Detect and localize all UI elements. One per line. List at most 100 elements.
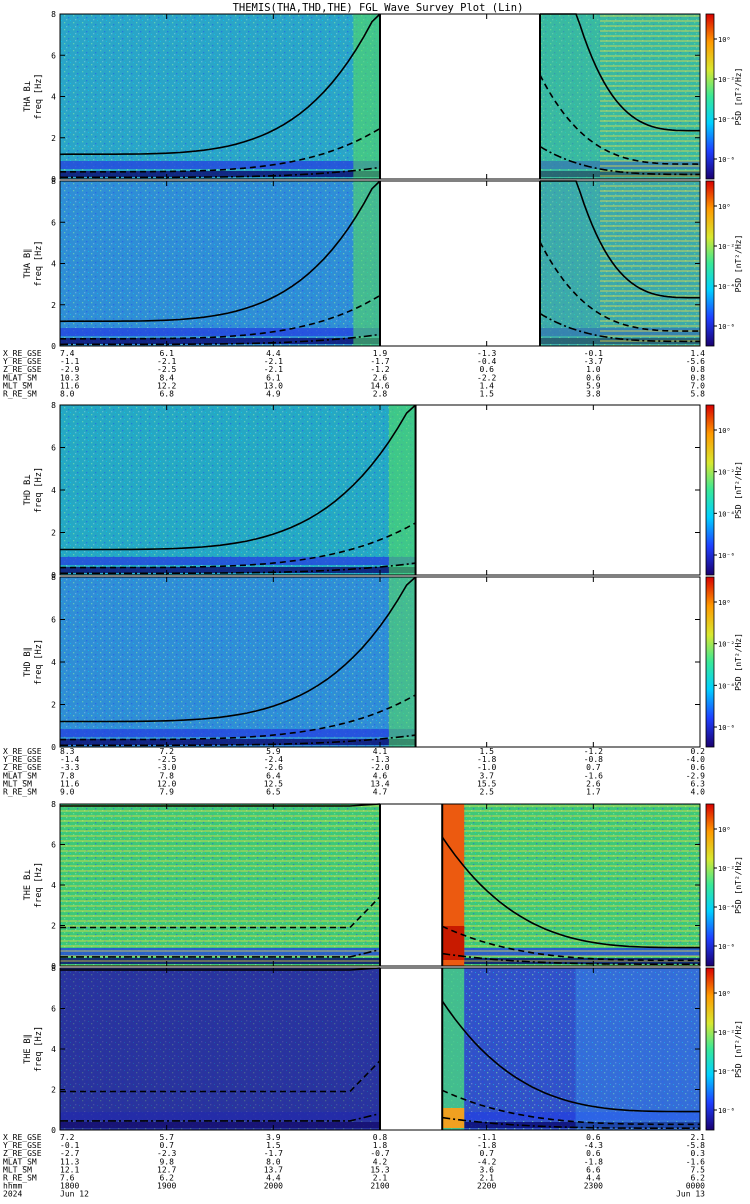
ephemeris-value: -1.6 bbox=[584, 771, 603, 780]
colorbar-tick-label: 10⁻² bbox=[718, 865, 735, 873]
ephemeris-value: 6.6 bbox=[586, 1165, 601, 1174]
ephemeris-value: -2.3 bbox=[157, 1149, 176, 1158]
helium-gyrofrequency-curve-right bbox=[539, 241, 700, 332]
y-axis-label-line: freq [Hz] bbox=[34, 1026, 44, 1072]
ephemeris-value: 1.4 bbox=[479, 381, 494, 390]
ephemeris-value: 6.1 bbox=[159, 349, 174, 358]
ephemeris-value: 8.0 bbox=[266, 1157, 281, 1166]
colorbar-tick-label: 10⁻⁶ bbox=[718, 1107, 735, 1115]
colorbar-tick-label: 10⁻⁶ bbox=[718, 943, 735, 951]
helium-gyrofrequency-curve bbox=[60, 896, 381, 929]
ephemeris-value: 13.4 bbox=[370, 779, 389, 788]
y-tick-label: 0 bbox=[51, 571, 56, 580]
colorbar bbox=[705, 576, 715, 748]
ephemeris-value: 1.5 bbox=[479, 390, 494, 399]
ephemeris-value: 1.0 bbox=[586, 365, 601, 374]
ephemeris-value: -2.9 bbox=[60, 365, 79, 374]
ephemeris-value: 13.0 bbox=[264, 381, 283, 390]
ephemeris-value: -0.1 bbox=[584, 349, 603, 358]
ephemeris-value: -5.6 bbox=[686, 357, 705, 366]
ephemeris-row-label: 2024 bbox=[3, 1190, 22, 1199]
y-tick-label: 0 bbox=[51, 1126, 56, 1135]
ephemeris-value: 15.3 bbox=[370, 1165, 389, 1174]
y-tick-label: 6 bbox=[51, 218, 56, 227]
high-activity-region bbox=[353, 181, 380, 346]
ephemeris-value: -2.1 bbox=[264, 365, 283, 374]
colorbar-tick-label: 10⁰ bbox=[718, 203, 731, 211]
ephemeris-value: 7.9 bbox=[159, 788, 174, 797]
ephemeris-value: 12.5 bbox=[264, 779, 283, 788]
colorbar-tick-label: 10⁻² bbox=[718, 469, 735, 477]
colorbar-tick-label: 10⁻⁶ bbox=[718, 552, 735, 560]
ephemeris-value: -4.3 bbox=[584, 1141, 603, 1150]
ephemeris-value: 1.7 bbox=[586, 788, 601, 797]
colorbar-tick-label: 10⁻² bbox=[718, 76, 735, 84]
ephemeris-value: 0.3 bbox=[691, 1149, 706, 1158]
colorbar-tick-label: 10⁰ bbox=[718, 826, 731, 834]
ephemeris-value: 0.8 bbox=[691, 373, 706, 382]
ephemeris-value: 4.2 bbox=[373, 1157, 388, 1166]
colorbar-label: PSD [nT²/Hz] bbox=[734, 235, 743, 293]
data-gap bbox=[415, 405, 700, 575]
colorbar bbox=[705, 404, 715, 576]
ion-gyrofrequency-curve bbox=[59, 180, 381, 323]
ion-gyrofrequency-curve bbox=[59, 13, 381, 156]
ephemeris-value: -0.8 bbox=[584, 755, 603, 764]
oxygen-gyrofrequency-curve-right bbox=[442, 1116, 700, 1129]
ephemeris-row-label: X_RE_GSE bbox=[3, 1133, 42, 1142]
data-gap bbox=[380, 181, 540, 346]
spectrogram-panel-thd-3: 0 2 4 6 8 THD B∥freq [Hz] 10⁰ 10⁻² 10⁻⁴ 10⁻⁶ PSD [… bbox=[23, 573, 743, 752]
y-tick-label: 6 bbox=[51, 616, 56, 625]
helium-gyrofrequency-curve-right bbox=[441, 925, 700, 962]
helium-gyrofrequency-curve-right bbox=[441, 1089, 700, 1126]
colorbar-label: PSD [nT²/Hz] bbox=[734, 461, 743, 519]
y-axis-label-line: THD B∥ bbox=[23, 647, 33, 677]
ephemeris-value: 2200 bbox=[477, 1182, 496, 1191]
data-gap bbox=[380, 968, 443, 1130]
ephemeris-value: -1.7 bbox=[370, 357, 389, 366]
y-axis-label-line: freq [Hz] bbox=[34, 73, 44, 119]
ephemeris-value: -0.1 bbox=[60, 1141, 79, 1150]
y-tick-label: 8 bbox=[51, 401, 56, 410]
ephemeris-value: 0.7 bbox=[479, 1149, 494, 1158]
y-axis-label-line: THD B⊥ bbox=[23, 475, 33, 506]
ephemeris-value: -5.8 bbox=[686, 1141, 705, 1150]
colorbar-tick-label: 10⁻⁶ bbox=[718, 156, 735, 164]
ephemeris-value: 4.4 bbox=[266, 1174, 281, 1183]
oxygen-gyrofrequency-curve bbox=[60, 166, 381, 179]
colorbar-label: PSD [nT²/Hz] bbox=[734, 633, 743, 691]
hot-region-core bbox=[442, 926, 465, 960]
oxygen-gyrofrequency-curve bbox=[60, 734, 416, 747]
colorbar-tick-label: 10⁻⁴ bbox=[718, 283, 735, 291]
ephemeris-value: 2100 bbox=[370, 1182, 389, 1191]
ephemeris-value: 4.1 bbox=[373, 747, 388, 756]
ephemeris-value: 1800 bbox=[60, 1182, 79, 1191]
colorbar bbox=[705, 967, 715, 1131]
ephemeris-value: 2.1 bbox=[373, 1174, 388, 1183]
ephemeris-value: 8.3 bbox=[60, 747, 75, 756]
ephemeris-value: 0.8 bbox=[373, 1133, 388, 1142]
helium-gyrofrequency-curve bbox=[60, 294, 381, 340]
ephemeris-value: -1.0 bbox=[477, 763, 496, 772]
colorbar-tick-label: 10⁻⁴ bbox=[718, 1068, 735, 1076]
ephemeris-value: -3.0 bbox=[157, 763, 176, 772]
spectrogram-panel-tha-1: 0 2 4 6 8 THA B∥freq [Hz] 10⁰ 10⁻² 10⁻⁴ 10⁻⁶ PSD [… bbox=[23, 177, 743, 351]
ephemeris-value: 0.7 bbox=[159, 1141, 174, 1150]
ephemeris-value: 11.3 bbox=[60, 1157, 79, 1166]
low-frequency-band bbox=[60, 729, 700, 737]
harmonic-stripes bbox=[600, 181, 700, 346]
y-axis-label: THE B∥freq [Hz] bbox=[23, 1026, 44, 1072]
ephemeris-value: 14.6 bbox=[370, 381, 389, 390]
y-tick-label: 4 bbox=[51, 658, 56, 667]
ephemeris-value: 1.5 bbox=[479, 747, 494, 756]
ephemeris-value: 15.5 bbox=[477, 779, 496, 788]
ephemeris-row-label: MLT_SM bbox=[3, 779, 32, 788]
oxygen-gyrofrequency-curve bbox=[60, 948, 381, 958]
ephemeris-row-label: R_RE_SM bbox=[3, 1174, 37, 1183]
ephemeris-value: 6.2 bbox=[159, 1174, 174, 1183]
ephemeris-value: 3.7 bbox=[479, 771, 494, 780]
colorbar-tick-label: 10⁻⁴ bbox=[718, 510, 735, 518]
ephemeris-value: 3.9 bbox=[266, 1133, 281, 1142]
ephemeris-value: -2.5 bbox=[157, 365, 176, 374]
